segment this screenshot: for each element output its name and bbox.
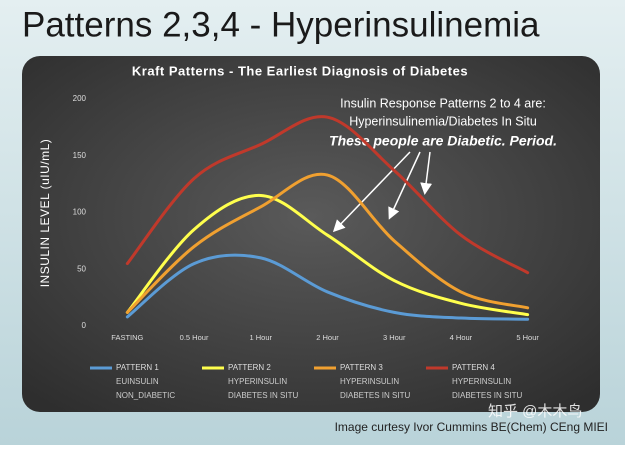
annotation-arrows <box>332 151 433 233</box>
legend-description: DIABETES IN SITU <box>452 391 522 400</box>
legend-description: DIABETES IN SITU <box>340 391 410 400</box>
y-axis-label: INSULIN LEVEL (uIU/mL) <box>38 139 52 288</box>
arrow <box>420 151 433 195</box>
y-tick-label: 100 <box>73 208 87 217</box>
annotation-line: Insulin Response Patterns 2 to 4 are: <box>340 96 546 110</box>
credit: Image curtesy Ivor Cummins BE(Chem) CEng… <box>335 420 608 434</box>
x-tick-label: FASTING <box>111 333 143 342</box>
legend-label: PATTERN 3 <box>340 363 383 372</box>
slide-title: Patterns 2,3,4 - Hyperinsulinemia <box>22 5 540 44</box>
y-tick-label: 50 <box>77 264 86 273</box>
annotation-emphasis: These people are Diabetic. Period. <box>329 133 557 149</box>
x-tick-label: 0.5 Hour <box>180 333 209 342</box>
legend-label: PATTERN 1 <box>116 363 159 372</box>
x-tick-label: 4 Hour <box>450 333 473 342</box>
chart-title: Kraft Patterns - The Earliest Diagnosis … <box>132 63 468 78</box>
y-tick-label: 0 <box>82 321 87 330</box>
x-tick-label: 1 Hour <box>250 333 273 342</box>
legend-description: HYPERINSULIN <box>340 377 399 386</box>
series-line <box>125 253 530 321</box>
y-tick-label: 150 <box>73 151 87 160</box>
annotation-line: Hyperinsulinemia/Diabetes In Situ <box>349 114 537 128</box>
arrow <box>388 151 421 220</box>
legend-description: NON_DIABETIC <box>116 391 175 400</box>
watermark: 知乎 @木木鸟 <box>488 403 582 420</box>
series-line <box>125 115 530 275</box>
series-line <box>125 172 530 314</box>
legend-label: PATTERN 2 <box>228 363 271 372</box>
arrow <box>332 151 411 233</box>
x-tick-label: 2 Hour <box>316 333 339 342</box>
legend-description: HYPERINSULIN <box>452 377 511 386</box>
legend-description: EUINSULIN <box>116 377 159 386</box>
legend-label: PATTERN 4 <box>452 363 495 372</box>
chart-panel <box>22 56 600 412</box>
x-tick-label: 5 Hour <box>516 333 539 342</box>
series-line <box>125 193 530 317</box>
y-tick-label: 200 <box>73 94 87 103</box>
x-tick-label: 3 Hour <box>383 333 406 342</box>
legend-description: DIABETES IN SITU <box>228 391 298 400</box>
legend-description: HYPERINSULIN <box>228 377 287 386</box>
